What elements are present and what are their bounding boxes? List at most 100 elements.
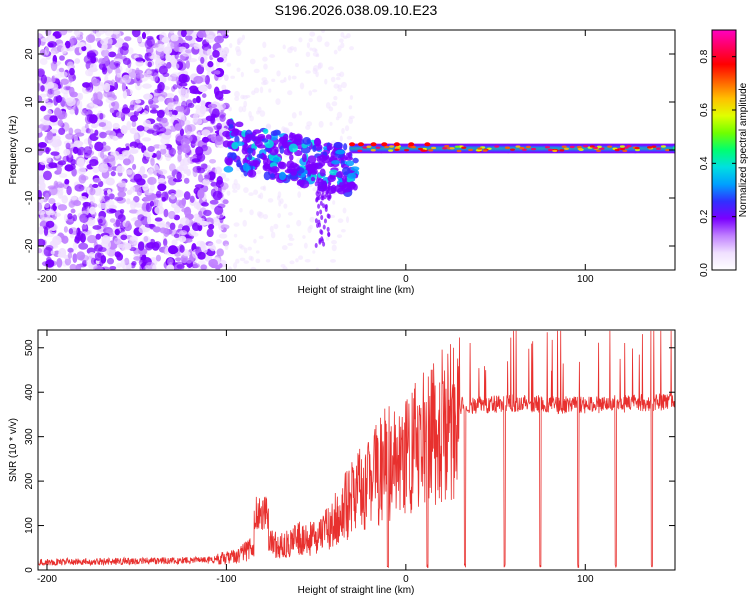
spectrogram-cell	[287, 242, 293, 246]
spectrogram-cell	[74, 128, 82, 134]
spectrogram-cell	[115, 111, 124, 119]
spectrogram-cell	[286, 224, 291, 229]
spectrogram-cell	[160, 147, 167, 155]
spectrogram-cell	[169, 222, 176, 231]
spectrogram-cell	[200, 163, 208, 170]
x-tick-label: -100	[216, 574, 236, 585]
y-tick-label: 10	[24, 96, 35, 108]
spectrogram-cell	[98, 218, 103, 224]
spectrogram-cell	[240, 94, 245, 100]
spectrogram-cell	[315, 267, 319, 270]
spectrogram-cell	[123, 36, 132, 42]
spectrogram-cell	[136, 125, 145, 132]
spectrogram-cell	[185, 60, 190, 69]
spectrogram-cell	[185, 258, 193, 264]
spectrogram-cell	[38, 68, 45, 78]
spectrogram-cell	[333, 49, 338, 55]
spectrogram-cell	[44, 217, 50, 222]
spectrogram-cell	[70, 196, 78, 201]
spectrogram-cell	[79, 213, 89, 224]
spectrogram-cell	[428, 149, 434, 152]
spectrogram-cell	[38, 225, 45, 235]
spectrogram-cell	[125, 169, 133, 175]
spectrogram-cell	[319, 200, 323, 206]
spectrogram-cell	[482, 149, 488, 152]
spectrogram-cell	[583, 145, 589, 148]
spectrogram-cell	[510, 148, 516, 151]
spectrogram-cell	[100, 38, 109, 46]
spectrogram-cell	[90, 257, 97, 265]
spectrogram-cell	[261, 77, 268, 82]
spectrogram-cell	[116, 73, 122, 78]
spectrogram-cell	[167, 76, 172, 81]
spectrogram-cell	[287, 212, 293, 216]
spectrogram-cell	[163, 227, 170, 238]
spectrogram-cell	[279, 198, 284, 204]
spectrogram-cell	[213, 216, 220, 226]
spectrogram-cell	[340, 42, 345, 49]
spectrogram-cell	[67, 247, 74, 253]
spectrogram-cell	[53, 74, 63, 79]
spectrogram-cell	[38, 202, 43, 212]
spectrogram-cell	[110, 171, 116, 177]
spectrogram-heatmap	[38, 30, 675, 270]
spectrogram-cell	[69, 67, 75, 76]
spectrogram-cell	[89, 187, 96, 196]
spectrogram-cell	[227, 266, 232, 270]
spectrogram-cell	[45, 156, 52, 163]
spectrogram-cell	[98, 122, 107, 127]
spectrogram-cell	[305, 51, 311, 58]
spectrogram-cell	[182, 134, 193, 143]
spectrogram-cell	[157, 43, 166, 48]
spectrogram-cell	[287, 47, 293, 54]
spectrogram-cell	[178, 235, 187, 243]
spectrogram-cell	[99, 112, 104, 120]
spectrogram-cell	[81, 127, 87, 134]
spectrogram-cell	[341, 175, 348, 183]
spectrogram-cell	[326, 145, 334, 151]
spectrogram-cell	[193, 201, 201, 210]
spectrogram-cell	[141, 137, 152, 142]
spectrogram-cell	[370, 149, 376, 152]
spectrogram-cell	[88, 251, 95, 257]
spectrogram-cell	[214, 70, 221, 75]
spectrogram-cell	[64, 40, 71, 49]
spectrogram-cell	[129, 200, 137, 210]
spectrogram-cell	[177, 152, 182, 163]
spectrogram-cell	[238, 106, 243, 113]
spectrogram-cell	[219, 214, 224, 224]
spectrogram-cell	[342, 35, 348, 39]
spectrogram-cell	[174, 123, 183, 131]
spectrogram-cell	[169, 30, 175, 34]
spectrogram-cell	[107, 189, 112, 195]
spectrogram-cell	[147, 176, 157, 185]
spectrogram-cell	[227, 157, 234, 164]
spectrogram-cell	[194, 184, 204, 189]
spectrogram-cell	[119, 208, 125, 214]
spectrogram-cell	[515, 145, 521, 148]
spectrogram-cell	[142, 83, 152, 89]
spectrogram-cell	[94, 129, 99, 136]
spectrogram-cell	[306, 160, 311, 169]
spectrogram-cell	[124, 242, 132, 250]
spectrogram-cell	[202, 178, 210, 186]
spectrogram-cell	[222, 130, 231, 138]
spectrogram-cell	[186, 124, 196, 132]
spectrogram-cell	[151, 54, 161, 60]
spectrogram-cell	[92, 225, 102, 230]
spectrogram-cell	[173, 233, 180, 239]
spectrogram-cell	[142, 196, 153, 202]
spectrogram-cell	[210, 181, 218, 187]
spectrogram-cell	[59, 30, 68, 36]
spectrogram-cell	[133, 104, 143, 112]
spectrogram-cell	[57, 160, 67, 166]
spectrogram-cell	[63, 213, 69, 222]
colorbar-tick-label: 0.8	[699, 49, 710, 63]
spectrogram-cell	[71, 168, 77, 177]
spectrogram-cell	[504, 146, 510, 149]
spectrogram-cell	[43, 225, 51, 230]
spectrogram-cell	[155, 150, 162, 160]
spectrogram-cell	[299, 82, 305, 90]
spectrogram-cell	[90, 123, 99, 129]
spectrogram-cell	[263, 128, 269, 134]
